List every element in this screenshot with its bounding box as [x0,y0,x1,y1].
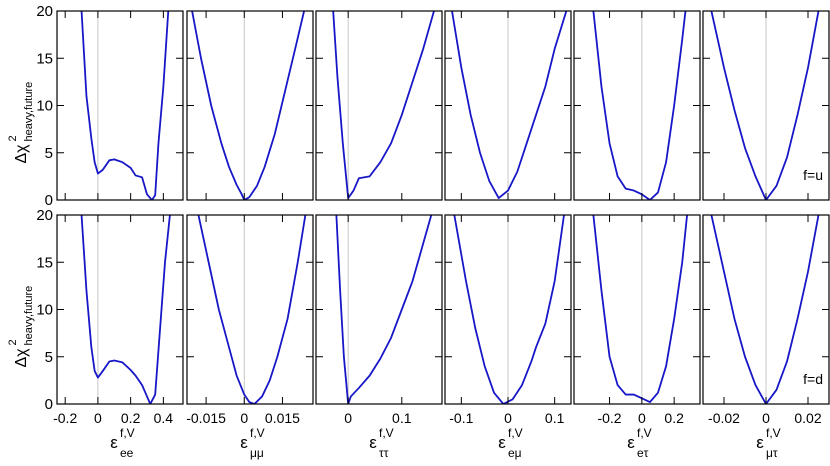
y-label-main: Δχ [13,144,30,164]
panel-frame [56,10,184,201]
x-label-sub: μμ [250,446,264,460]
x-tick-label: -0.1 [449,410,473,426]
curve [592,215,688,404]
x-label-sub: eτ [637,446,649,460]
y-tick-label: 15 [36,50,53,67]
x-label: ε [369,433,377,452]
y-tick-label: 5 [45,145,53,162]
y-label: Δχ 2 heavy,future [7,82,35,164]
y-tick-label: 20 [36,207,53,224]
panel [592,11,687,200]
panel [451,11,568,200]
curve [332,11,435,200]
x-tick-label: 0.2 [664,410,684,426]
x-tick-label: 0 [94,410,102,426]
y-tick-label: 0 [45,396,53,413]
panel [710,215,820,404]
x-tick-label: 0 [504,410,512,426]
y-label: Δχ 2 heavy,future [7,286,35,368]
panel [80,215,171,404]
y-tick-label: 5 [45,349,53,366]
x-label-sup: f,V [379,426,394,440]
y-label-main: Δχ [13,348,30,368]
panel-frame [186,10,314,201]
curve [80,11,170,200]
x-label-sub: μτ [766,446,778,460]
x-label-sup: f,V [250,426,265,440]
x-tick-label: -0.2 [53,410,77,426]
curve [80,215,171,404]
x-tick-label: -0.015 [186,410,226,426]
x-label-sub: ee [120,446,134,460]
x-label-sup: f,V [637,426,652,440]
panel [592,215,688,404]
x-tick-label: -0.2 [597,410,621,426]
x-tick-label: 0.4 [154,410,174,426]
curve [710,215,820,404]
panel-frame [186,214,314,405]
x-label: ε [498,433,506,452]
panel [335,215,433,404]
curve [710,11,820,200]
y-tick-label: 20 [36,3,53,20]
x-label-sup: f,V [508,426,523,440]
x-label: ε [240,433,248,452]
annotation: f=u [803,167,823,183]
curve [335,215,433,404]
x-tick-label: 0.1 [392,410,412,426]
panel-frame [573,10,701,201]
y-label-sub: heavy,future [23,286,35,346]
panel [332,11,435,200]
panel [197,215,307,404]
x-tick-label: 0.1 [545,410,565,426]
y-tick-label: 0 [45,192,53,209]
y-tick-label: 10 [36,302,53,319]
x-label-sup: f,V [120,426,135,440]
annotation: f=d [803,371,823,387]
panel-frame [573,214,701,405]
curve [592,11,687,200]
x-tick-label: 0.02 [794,410,821,426]
x-label: ε [756,433,764,452]
curve [197,215,307,404]
y-tick-label: 10 [36,98,53,115]
panel [191,11,305,200]
x-label-sup: f,V [766,426,781,440]
y-label-sup: 2 [7,339,19,345]
x-tick-label: 0.2 [121,410,141,426]
curve [451,11,568,200]
x-tick-label: -0.02 [708,410,740,426]
y-label-sub: heavy,future [23,82,35,142]
panel [453,215,565,404]
x-label: ε [627,433,635,452]
y-label-sup: 2 [7,135,19,141]
x-label: ε [110,433,118,452]
x-tick-label: 0 [240,410,248,426]
panel-frame [56,214,184,405]
x-tick-label: 0 [638,410,646,426]
x-tick-label: 0 [762,410,770,426]
curve [191,11,305,200]
x-label-sub: ττ [379,446,389,460]
x-tick-label: 0 [344,410,352,426]
x-tick-label: 0.015 [265,410,300,426]
panel [80,11,170,200]
y-tick-label: 15 [36,254,53,271]
x-label-sub: eμ [508,446,522,460]
curve [453,215,565,404]
panel [710,11,820,200]
